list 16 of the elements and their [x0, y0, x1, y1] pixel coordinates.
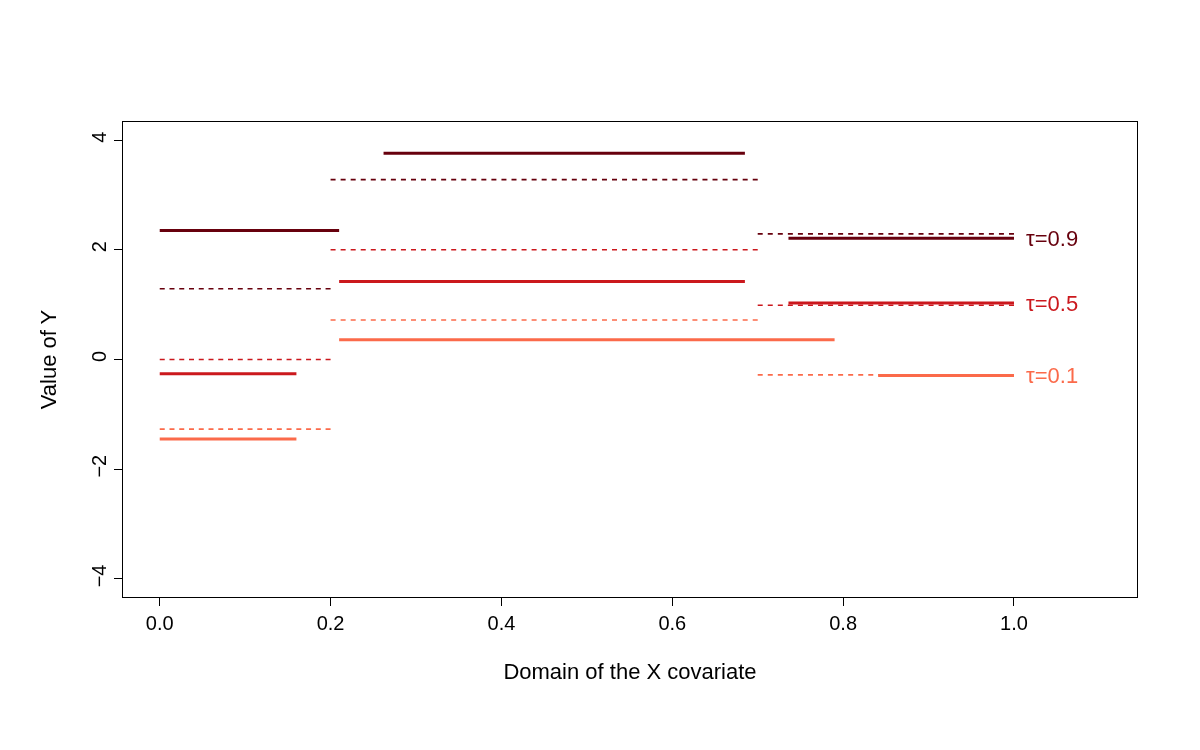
y-tick-label: −2: [88, 454, 110, 478]
x-tick-label: 0.0: [145, 612, 174, 634]
x-tick-label: 0.2: [316, 612, 345, 634]
y-tick-label: 4: [88, 131, 110, 143]
y-tick-label: 2: [88, 241, 110, 253]
x-axis-title: Domain of the X covariate: [503, 658, 757, 684]
x-tick-label: 1.0: [1000, 612, 1028, 634]
x-tick-label: 0.6: [658, 612, 687, 634]
y-tick-label: −4: [88, 564, 110, 588]
x-tick-label: 0.8: [829, 612, 858, 634]
series-label: τ=0.1: [1026, 363, 1079, 388]
y-tick-label: 0: [88, 350, 110, 363]
y-axis-title: Value of Y: [35, 309, 61, 410]
x-tick-label: 0.4: [487, 612, 516, 634]
series-label: τ=0.9: [1026, 226, 1079, 251]
series-label: τ=0.5: [1026, 291, 1079, 316]
